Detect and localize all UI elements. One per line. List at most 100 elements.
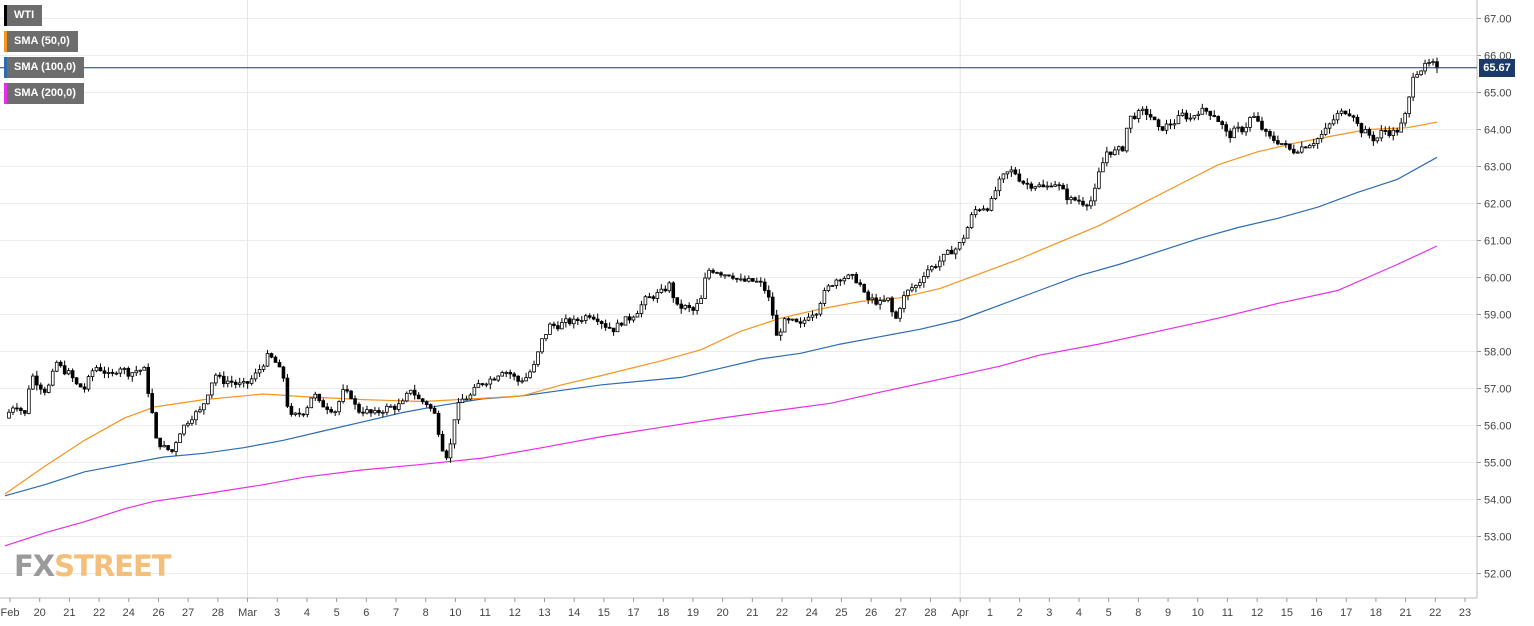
candle-body: [1391, 129, 1396, 136]
legend-label-wti: WTI: [14, 9, 35, 21]
legend-label-sma-50: SMA (50,0): [14, 35, 70, 47]
candle-body: [118, 368, 123, 374]
legend-label-sma-200: SMA (200,0): [14, 87, 76, 99]
candle-body: [1069, 197, 1073, 201]
candle-body: [826, 285, 831, 291]
candle-body: [1140, 108, 1145, 111]
candle-body: [782, 318, 787, 333]
candle-body: [1419, 70, 1423, 76]
x-tick-label: 21: [746, 607, 758, 619]
x-tick-label: 5: [334, 607, 340, 619]
candle-body: [1192, 115, 1197, 119]
candle-body: [273, 356, 278, 363]
legend-item-wti[interactable]: WTI: [4, 5, 43, 26]
candle-body: [496, 375, 501, 381]
candle-body: [1077, 199, 1081, 202]
candle-body: [488, 378, 493, 385]
candle-body: [82, 386, 87, 390]
candle-body: [818, 303, 823, 315]
candle-body: [39, 384, 43, 390]
candle-body: [719, 272, 723, 276]
candle-body: [747, 278, 751, 282]
candle-body: [404, 392, 409, 402]
grid-lines: [0, 0, 1477, 598]
candle-body: [536, 351, 540, 365]
x-tick-label: 27: [182, 607, 194, 619]
candle-body: [126, 368, 131, 377]
sma-200-line: [4, 245, 1438, 547]
candle-body: [1041, 184, 1045, 188]
candle-body: [643, 296, 648, 306]
candle-body: [981, 208, 986, 211]
candle-body: [397, 403, 401, 410]
candle-body: [755, 280, 759, 283]
legend-swatch-sma-200: [4, 83, 7, 104]
x-tick-label: 26: [152, 607, 164, 619]
x-tick-label: 25: [835, 607, 847, 619]
candle-body: [162, 445, 166, 448]
candle-body: [460, 398, 465, 404]
candle-body: [142, 366, 147, 371]
legend-item-sma-100[interactable]: SMA (100,0): [4, 57, 84, 78]
candle-body: [389, 405, 393, 408]
candle-body: [1005, 171, 1010, 175]
candle-body: [1276, 140, 1280, 145]
candle-body: [858, 282, 863, 285]
candle-body: [337, 401, 341, 413]
x-tick-label: 12: [509, 607, 521, 619]
candle-body: [822, 290, 827, 304]
candle-body: [965, 227, 970, 239]
candle-body: [941, 253, 946, 262]
candle-body: [1367, 128, 1372, 136]
candle-body: [341, 389, 345, 402]
candle-body: [1057, 184, 1061, 187]
last-price-tag: 65.67: [1479, 59, 1515, 77]
x-tick-label: 15: [1281, 607, 1293, 619]
candle-body: [591, 316, 596, 320]
candle-body: [237, 382, 242, 385]
candle-body: [333, 411, 337, 414]
candle-body: [667, 282, 672, 292]
candle-body: [1415, 74, 1419, 78]
candle-body: [1045, 185, 1049, 188]
candle-body: [798, 321, 803, 324]
legend-item-sma-200[interactable]: SMA (200,0): [4, 83, 84, 104]
candle-body: [1307, 145, 1312, 149]
candle-body: [456, 402, 461, 421]
candle-body: [1212, 115, 1217, 117]
candle-body: [1172, 123, 1177, 126]
candle-body: [309, 397, 314, 409]
candle-body: [850, 273, 855, 276]
candle-body: [1025, 182, 1030, 185]
candle-body: [1252, 116, 1256, 118]
candle-body: [870, 297, 874, 301]
candle-body: [46, 384, 51, 393]
candle-body: [1411, 76, 1415, 98]
candle-body: [699, 298, 703, 304]
x-tick-label: 11: [479, 607, 490, 619]
candle-body: [102, 370, 107, 374]
candle-body: [269, 353, 274, 358]
candle-body: [1021, 180, 1026, 184]
candle-body: [182, 424, 186, 435]
candle-body: [922, 276, 926, 283]
legend-item-sma-50[interactable]: SMA (50,0): [4, 31, 78, 52]
candle-body: [1232, 127, 1236, 139]
candle-body: [603, 323, 608, 328]
candle-body: [1176, 115, 1181, 125]
candle-body: [1351, 115, 1356, 118]
candle-body: [647, 296, 652, 299]
candle-body: [1435, 61, 1439, 69]
candle-body: [86, 376, 91, 390]
candle-body: [930, 266, 934, 271]
candle-body: [1089, 200, 1093, 207]
candle-body: [874, 297, 878, 305]
x-tick-label: 3: [274, 607, 280, 619]
y-tick-label: 52.00: [1484, 569, 1512, 581]
candle-body: [528, 371, 532, 379]
candle-body: [1224, 124, 1228, 132]
candle-body: [23, 410, 27, 414]
candle-body: [770, 296, 775, 316]
candle-body: [1260, 120, 1264, 130]
candle-body: [548, 323, 552, 335]
